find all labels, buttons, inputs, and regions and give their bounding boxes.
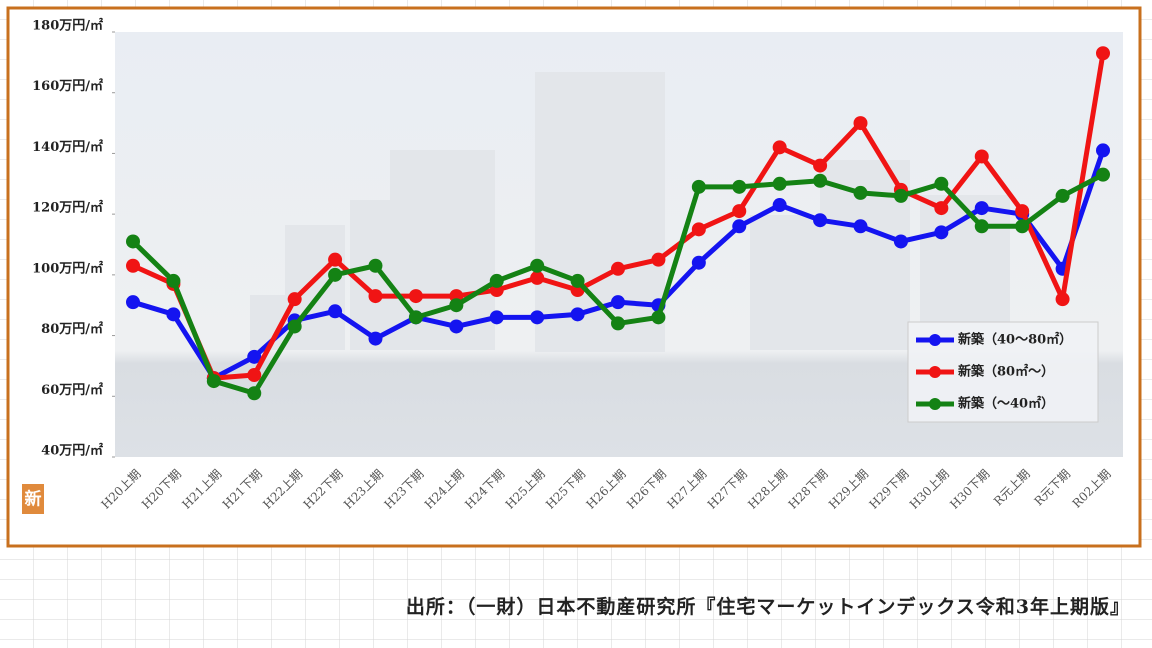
series-point [449, 298, 464, 313]
series-point [611, 295, 625, 310]
series-point [732, 219, 747, 234]
series-point [1055, 292, 1070, 307]
series-point [732, 179, 747, 194]
series-point [934, 225, 949, 240]
series-point [570, 273, 585, 288]
series-point [1096, 143, 1110, 158]
series-point [287, 292, 302, 307]
series-point [1096, 167, 1110, 182]
series-point [166, 273, 181, 288]
series-point [974, 219, 989, 234]
series-point [328, 252, 343, 267]
series-point [247, 386, 262, 401]
series-point [368, 258, 383, 273]
series-point [328, 267, 343, 282]
series-point [287, 319, 302, 334]
legend-label: 新築（～40㎡） [958, 396, 1054, 412]
y-tick-label: 160万円/㎡ [32, 78, 103, 94]
series-point [974, 149, 989, 164]
series-point [408, 289, 423, 304]
series-point [691, 179, 706, 194]
series-point [1055, 188, 1070, 203]
series-point [691, 255, 706, 270]
legend-swatch-point [929, 334, 941, 346]
series-point [853, 185, 868, 200]
series-point [651, 252, 666, 267]
series-point [853, 116, 868, 131]
series-point [206, 374, 221, 389]
series-point [1015, 204, 1030, 219]
series-point [772, 140, 787, 155]
series-point [489, 273, 504, 288]
series-point [328, 304, 343, 319]
series-point [934, 176, 949, 191]
icon-label: 新 [25, 489, 42, 510]
series-point [126, 258, 140, 273]
series-point [126, 234, 140, 249]
series-point [247, 349, 262, 364]
series-point [772, 176, 787, 191]
y-tick-label: 60万円/㎡ [41, 382, 103, 398]
series-point [570, 307, 585, 322]
series-point [813, 213, 828, 228]
y-tick-label: 40万円/㎡ [41, 443, 103, 459]
icon [22, 484, 44, 514]
legend-label: 新築（80㎡～） [958, 364, 1054, 380]
y-tick-label: 100万円/㎡ [32, 260, 103, 276]
y-tick-label: 120万円/㎡ [32, 200, 103, 216]
series-point [530, 258, 545, 273]
series-point [530, 270, 545, 285]
series-point [974, 201, 989, 216]
y-tick-label: 80万円/㎡ [41, 321, 103, 337]
series-point [813, 158, 828, 173]
series-point [1015, 219, 1030, 234]
series-point [611, 316, 625, 331]
series-point [489, 310, 504, 325]
series-point [1096, 46, 1110, 61]
legend-swatch-point [929, 398, 941, 410]
y-tick-label: 180万円/㎡ [32, 18, 103, 34]
series-point [408, 310, 423, 325]
skyline [250, 72, 1010, 352]
series-point [813, 173, 828, 188]
series-point [691, 222, 706, 237]
series-point [772, 198, 787, 213]
series-point [732, 204, 747, 219]
series-point [166, 307, 181, 322]
y-tick-label: 140万円/㎡ [32, 139, 103, 155]
series-point [247, 368, 262, 383]
series-point [449, 319, 464, 334]
source-note: 出所：（一財）日本不動産研究所『住宅マーケットインデックス令和3年上期版』 [406, 595, 1130, 618]
series-point [651, 310, 666, 325]
series-point [934, 201, 949, 216]
legend-swatch-point [929, 366, 941, 378]
series-point [893, 234, 908, 249]
series-point [368, 331, 383, 346]
series-point [611, 261, 625, 276]
series-point [893, 188, 908, 203]
legend-label: 新築（40～80㎡） [958, 332, 1072, 348]
series-point [126, 295, 140, 310]
series-point [853, 219, 868, 234]
series-point [530, 310, 545, 325]
series-point [368, 289, 383, 304]
